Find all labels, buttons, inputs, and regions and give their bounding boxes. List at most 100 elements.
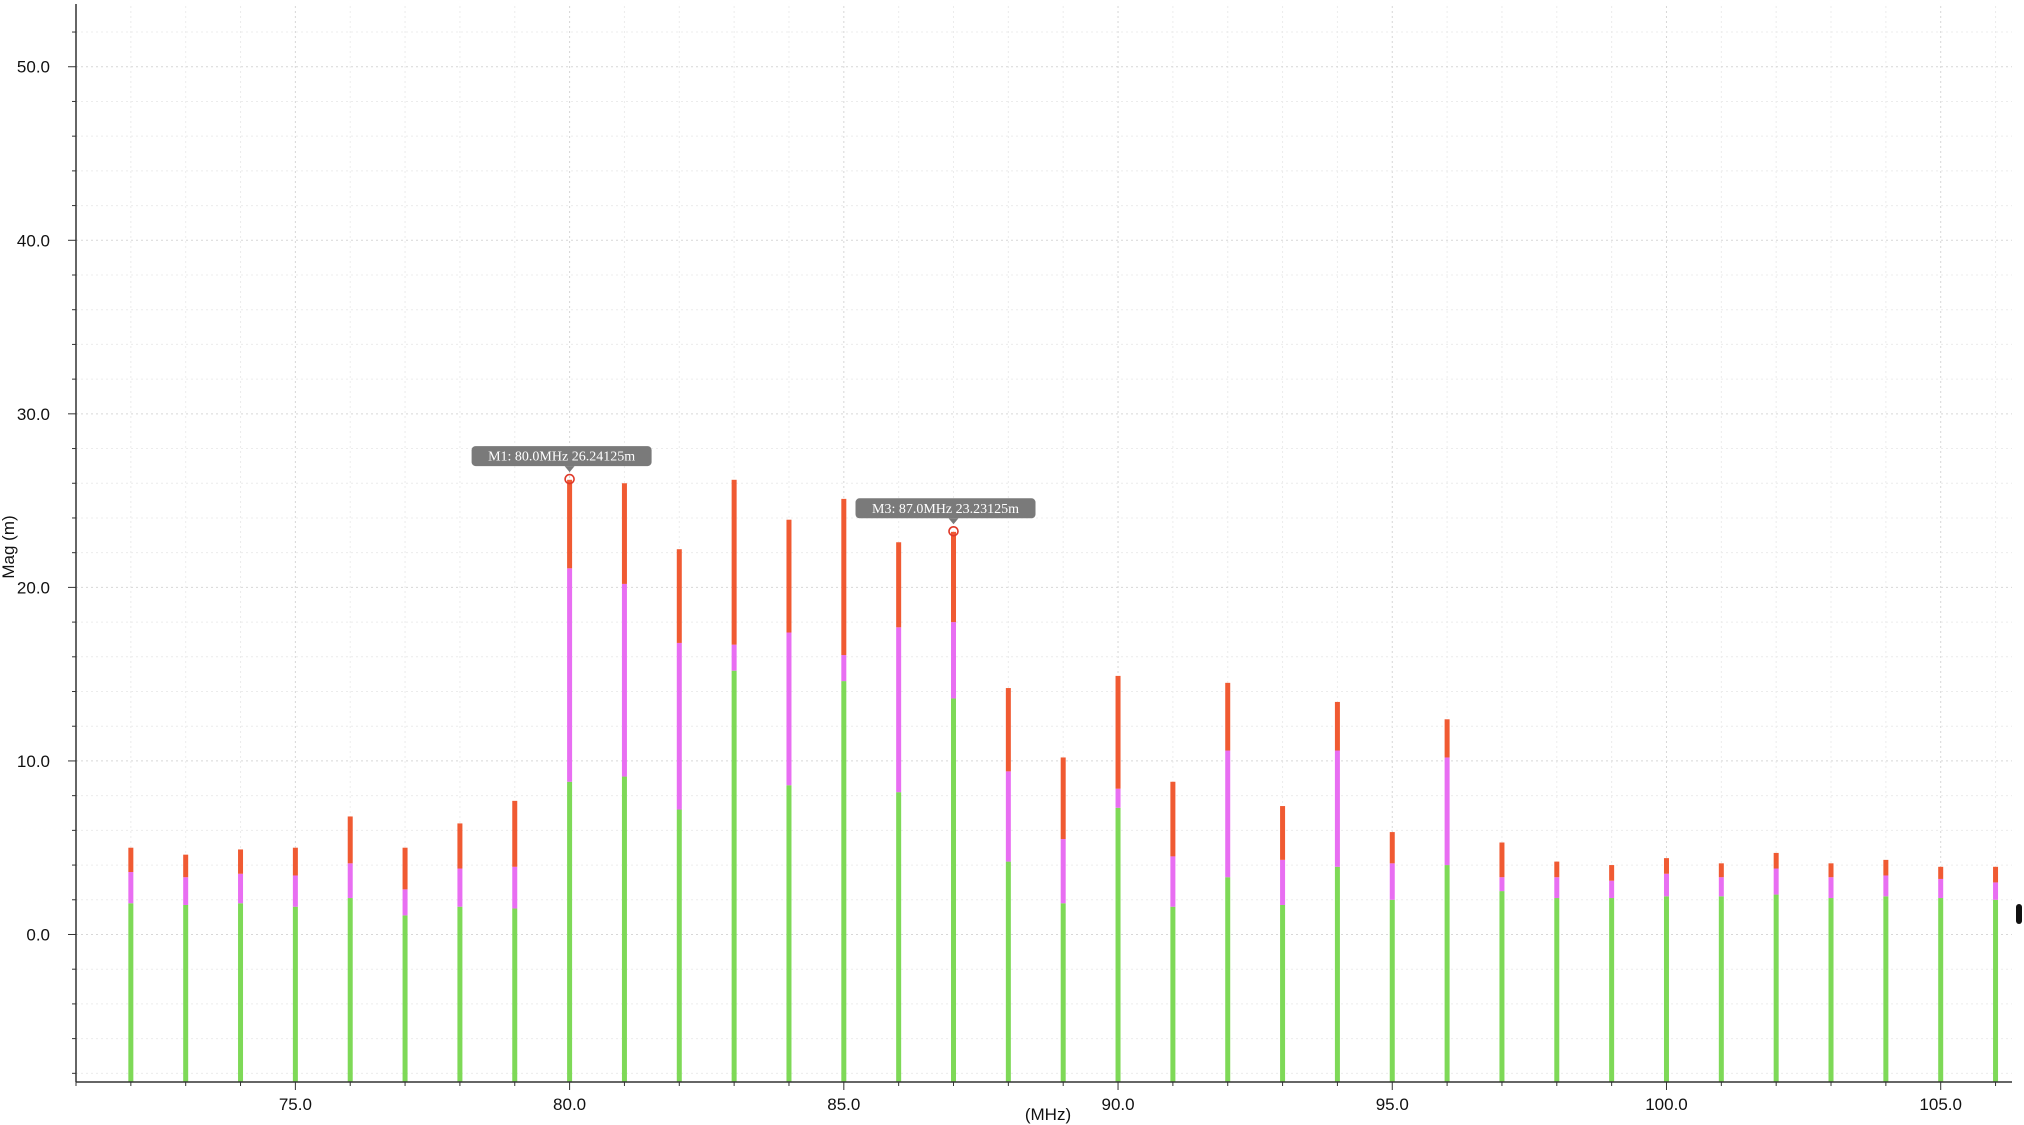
bar-segment-magenta [347, 863, 353, 899]
bar-segment-magenta [676, 642, 682, 810]
bar-segment-magenta [1828, 877, 1834, 899]
bar-segment-green [183, 904, 189, 1082]
bar-segment-magenta [1334, 750, 1340, 867]
scroll-handle[interactable] [2016, 904, 2022, 924]
bar-segment-magenta [621, 583, 627, 777]
bar-segment-red [1060, 757, 1066, 840]
marker-point-icon[interactable] [564, 473, 575, 485]
bar-segment-green [1060, 903, 1066, 1082]
axes [68, 4, 2012, 1090]
bar-segment-green [347, 898, 353, 1082]
x-tick-label: 95.0 [1376, 1095, 1409, 1114]
x-axis-label: (MHz) [1025, 1105, 1071, 1124]
bar-segment-red [676, 549, 682, 643]
bar-segment-magenta [1938, 878, 1944, 899]
bar-segment-magenta [1170, 856, 1176, 907]
bar-segment-green [731, 670, 737, 1082]
bar-segment-red [1993, 866, 1999, 883]
bar-segment-magenta [731, 644, 737, 671]
bar-segment-green [1663, 896, 1669, 1082]
bar-segment-magenta [1993, 882, 1999, 900]
bar-segment-magenta [896, 627, 902, 793]
bar-segment-green [128, 903, 134, 1082]
bar-segment-magenta [238, 873, 244, 904]
x-tick-label: 105.0 [1919, 1095, 1962, 1114]
bar-segment-magenta [1389, 863, 1395, 900]
bar-segment-red [1225, 682, 1231, 751]
bar-segment-green [1280, 904, 1286, 1082]
marker-tooltip-m1[interactable]: M1: 80.0MHz 26.24125m [471, 446, 652, 485]
bar-segment-red [1663, 858, 1669, 874]
bar-segment-red [1883, 859, 1889, 876]
bar-segment-magenta [183, 877, 189, 905]
bar-segment-green [567, 781, 573, 1082]
bar-segment-red [841, 498, 847, 656]
bar-segment-magenta [457, 868, 463, 907]
bar-segment-red [1005, 688, 1011, 772]
bar-segment-magenta [786, 632, 792, 786]
annotations: M1: 80.0MHz 26.24125m M3: 87.0MHz 23.2312… [471, 446, 1036, 537]
bar-segment-red [292, 847, 298, 876]
bar-segment-red [183, 854, 189, 878]
x-tick-label: 90.0 [1101, 1095, 1134, 1114]
bar-segment-magenta [567, 568, 573, 782]
bar-segment-magenta [1609, 880, 1615, 899]
marker-point-icon[interactable] [948, 526, 959, 537]
bar-segment-green [951, 698, 957, 1082]
bar-segment-magenta [1225, 750, 1231, 878]
bar-segment-magenta [1115, 788, 1121, 808]
bar-segment-magenta [1060, 839, 1066, 904]
y-axis-label: Mag (m) [0, 515, 18, 578]
bar-segment-green [1828, 898, 1834, 1082]
bar-segment-green [1993, 899, 1999, 1082]
bar-segment-magenta [128, 872, 134, 904]
bar-segment-red [1334, 701, 1340, 751]
bar-segment-green [786, 785, 792, 1082]
bar-segment-red [951, 531, 957, 623]
bar-segment-green [1883, 896, 1889, 1082]
bar-segment-red [128, 847, 134, 873]
y-tick-label: 10.0 [17, 752, 50, 771]
bar-segment-green [1115, 807, 1121, 1082]
bar-segment-red [1828, 863, 1834, 878]
marker-tooltip-label: M3: 87.0MHz 23.23125m [872, 502, 1019, 517]
bar-segment-green [1718, 896, 1724, 1082]
bar-segment-red [1773, 852, 1779, 869]
bar-segment-red [567, 479, 573, 569]
x-tick-label: 80.0 [553, 1095, 586, 1114]
marker-tooltip-m3[interactable]: M3: 87.0MHz 23.23125m [855, 498, 1036, 537]
marker-tooltip-pointer [948, 518, 959, 525]
bar-segment-green [1005, 861, 1011, 1082]
y-tick-label: 50.0 [17, 58, 50, 77]
bar-segment-green [1389, 899, 1395, 1082]
bar-segment-green [1444, 865, 1450, 1082]
bar-segment-red [1938, 866, 1944, 879]
tick-labels: 75.0 80.0 85.0 90.0 95.0 100.0 105.0 0.0 10.0 20.… [17, 58, 1962, 1114]
y-tick-label: 40.0 [17, 231, 50, 250]
bar-segment-green [1170, 906, 1176, 1082]
bar-segment-magenta [292, 875, 298, 907]
bar-segment-magenta [1883, 875, 1889, 897]
x-tick-label: 85.0 [827, 1095, 860, 1114]
bar-segment-green [1938, 898, 1944, 1082]
bar-segment-magenta [951, 622, 957, 699]
bar-segment-green [1334, 866, 1340, 1082]
bar-segment-magenta [1280, 859, 1286, 905]
bars [128, 479, 1999, 1082]
bar-segment-green [896, 792, 902, 1082]
bar-segment-green [1609, 898, 1615, 1082]
bar-segment-red [238, 849, 244, 874]
bar-segment-green [457, 906, 463, 1082]
bar-segment-red [731, 479, 737, 645]
bar-segment-green [512, 908, 518, 1082]
bar-segment-green [1225, 877, 1231, 1082]
y-tick-label: 20.0 [17, 578, 50, 597]
bar-segment-magenta [1005, 771, 1011, 862]
marker-tooltip-pointer [564, 466, 575, 473]
bar-segment-magenta [512, 866, 518, 909]
bar-segment-red [512, 800, 518, 867]
bar-segment-green [1773, 894, 1779, 1082]
bar-segment-red [347, 816, 353, 864]
bar-segment-red [1389, 832, 1395, 864]
bar-segment-red [1444, 719, 1450, 758]
